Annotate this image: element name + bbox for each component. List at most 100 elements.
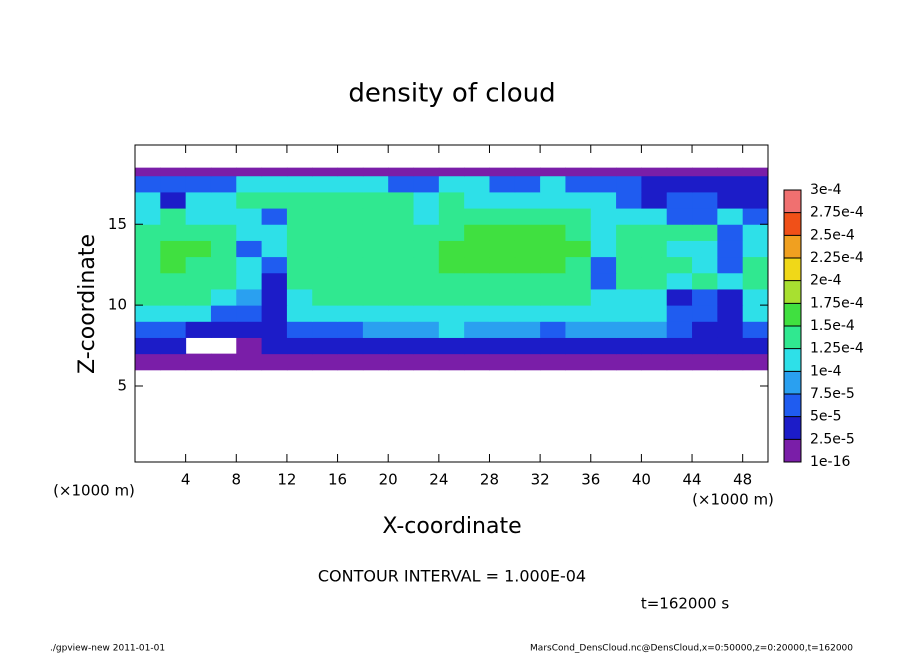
cell <box>286 167 313 177</box>
x-tick-label: 36 <box>581 471 600 489</box>
cell <box>641 175 668 193</box>
cell <box>514 272 541 290</box>
colorbar-box <box>784 371 801 394</box>
cell <box>717 288 744 306</box>
x-unit: (×1000 m) <box>692 491 774 509</box>
cell <box>337 175 364 193</box>
cell <box>464 240 490 258</box>
cell <box>717 175 744 193</box>
cell <box>540 353 566 371</box>
cell <box>717 240 744 258</box>
cell <box>464 353 490 371</box>
cell <box>514 337 541 355</box>
cell <box>514 175 541 193</box>
cell <box>362 256 389 274</box>
cell <box>135 272 161 290</box>
cell <box>666 353 693 371</box>
cell <box>312 305 339 322</box>
cell <box>514 240 541 258</box>
cell <box>717 167 744 177</box>
colorbar-box <box>784 258 801 281</box>
cell <box>742 288 769 306</box>
cell <box>185 240 212 258</box>
cell <box>514 208 541 225</box>
cell <box>717 337 744 355</box>
cell <box>312 353 339 371</box>
time-note: t=162000 s <box>641 595 729 613</box>
cell <box>742 337 769 355</box>
cell <box>438 167 465 177</box>
y-axis-label: Z-coordinate <box>75 234 100 374</box>
cell <box>464 305 490 322</box>
cell <box>540 321 566 338</box>
colorbar-box <box>784 235 801 258</box>
cell <box>742 208 769 225</box>
cell <box>616 191 642 209</box>
cell <box>489 167 516 177</box>
colorbar-label: 2.5e-4 <box>810 227 855 243</box>
cell <box>666 175 693 193</box>
cell <box>236 256 263 274</box>
colorbar-label: 2.5e-5 <box>810 431 855 447</box>
cell <box>185 305 212 322</box>
cell <box>540 288 566 306</box>
cell <box>388 337 415 355</box>
cell <box>210 353 237 371</box>
cell <box>312 240 339 258</box>
cell <box>565 337 592 355</box>
x-axis-label: X-coordinate <box>382 514 521 539</box>
cell <box>666 321 693 338</box>
colorbar-box <box>784 348 801 372</box>
cell <box>185 321 212 338</box>
cell <box>286 224 313 241</box>
x-tick-label: 40 <box>632 471 651 489</box>
cell <box>616 272 642 290</box>
cell <box>413 167 440 177</box>
cell <box>388 305 415 322</box>
cell <box>185 175 212 193</box>
cell <box>717 321 744 338</box>
cell <box>413 337 440 355</box>
cell <box>590 191 617 209</box>
colorbar-box <box>784 212 801 236</box>
cell <box>666 256 693 274</box>
cell <box>565 256 592 274</box>
cell <box>210 321 237 338</box>
cell <box>692 240 718 258</box>
cell <box>514 288 541 306</box>
cell <box>464 175 490 193</box>
cell <box>565 240 592 258</box>
cell <box>236 191 263 209</box>
cell <box>261 191 288 209</box>
cell <box>362 305 389 322</box>
x-tick-label: 44 <box>682 471 701 489</box>
cell <box>388 175 415 193</box>
cell <box>160 167 187 177</box>
cell <box>464 256 490 274</box>
cell <box>692 272 718 290</box>
colorbar-label: 1e-4 <box>810 363 842 379</box>
cell <box>742 272 769 290</box>
colorbar-box <box>784 280 801 304</box>
cell <box>210 175 237 193</box>
cell <box>261 337 288 355</box>
cell <box>210 191 237 209</box>
colorbar-label: 2.25e-4 <box>810 250 864 266</box>
cell <box>717 208 744 225</box>
cell <box>337 305 364 322</box>
cell <box>286 256 313 274</box>
cell <box>438 191 465 209</box>
cell <box>362 321 389 338</box>
cell <box>210 272 237 290</box>
cell <box>666 208 693 225</box>
cell <box>565 288 592 306</box>
colorbar-box <box>784 394 801 417</box>
cell <box>135 353 161 371</box>
cell <box>464 167 490 177</box>
cell <box>185 224 212 241</box>
cell <box>160 175 187 193</box>
x-tick-label: 48 <box>733 471 752 489</box>
cell <box>236 353 263 371</box>
cell <box>717 353 744 371</box>
cell <box>742 167 769 177</box>
